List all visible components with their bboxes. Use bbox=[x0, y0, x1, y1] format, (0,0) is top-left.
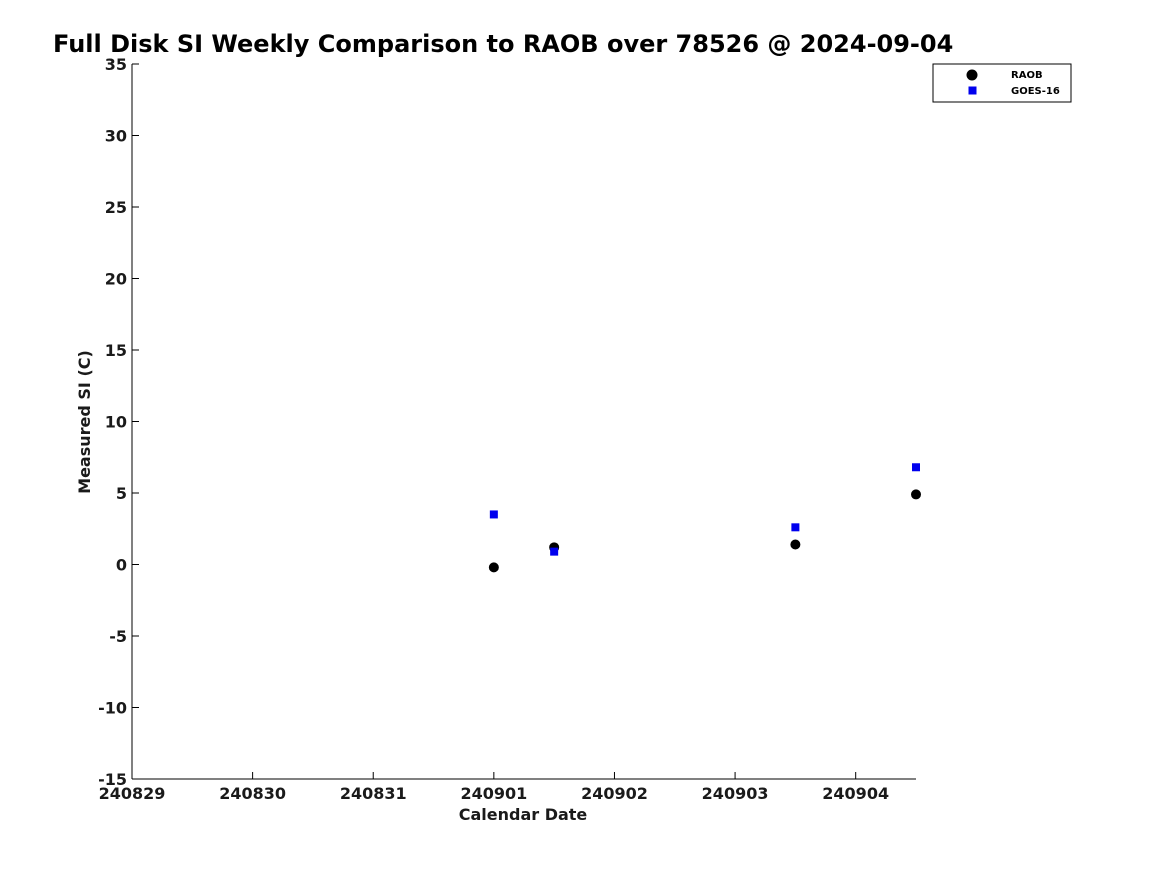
y-tick-label: 10 bbox=[105, 413, 127, 432]
x-axis-ticks: 240829 240830 240831 240901 240902 240903 2409… bbox=[99, 772, 889, 803]
x-tick-label: 240904 bbox=[822, 784, 889, 803]
data-point-goes-16 bbox=[550, 547, 559, 556]
y-tick-label: 0 bbox=[116, 556, 127, 575]
data-point-raob bbox=[790, 539, 801, 550]
data-point-raob bbox=[488, 562, 499, 573]
y-tick-label: 30 bbox=[105, 127, 127, 146]
y-tick-label: 15 bbox=[105, 341, 127, 360]
x-tick-label: 240903 bbox=[702, 784, 769, 803]
legend-label-raob: RAOB bbox=[1011, 70, 1043, 81]
axes bbox=[131, 64, 916, 780]
legend-label-goes-16: GOES-16 bbox=[1011, 86, 1060, 97]
y-tick-label: 5 bbox=[116, 484, 127, 503]
data-points bbox=[488, 463, 921, 573]
x-tick-label: 240901 bbox=[460, 784, 527, 803]
y-tick-label: -15 bbox=[98, 770, 127, 789]
y-tick-label: 25 bbox=[105, 198, 127, 217]
data-point-goes-16 bbox=[912, 463, 920, 472]
y-tick-label: -10 bbox=[98, 699, 127, 718]
y-tick-label: -5 bbox=[109, 627, 127, 646]
legend-marker-goes-16 bbox=[968, 86, 977, 95]
legend-marker-raob bbox=[966, 69, 978, 81]
legend: RAOB GOES-16 bbox=[932, 63, 1072, 103]
y-tick-label: 20 bbox=[105, 270, 127, 289]
x-tick-label: 240830 bbox=[219, 784, 286, 803]
data-point-raob bbox=[911, 489, 921, 500]
legend-box bbox=[932, 63, 1072, 103]
y-axis-ticks: 35 30 25 20 15 10 5 0 -5 -10 -15 bbox=[98, 55, 139, 789]
x-axis-label: Calendar Date bbox=[459, 805, 588, 824]
x-tick-label: 240831 bbox=[340, 784, 407, 803]
x-tick-label: 240902 bbox=[581, 784, 648, 803]
chart-title: Full Disk SI Weekly Comparison to RAOB o… bbox=[53, 30, 953, 58]
y-tick-label: 35 bbox=[105, 55, 127, 74]
data-point-goes-16 bbox=[791, 523, 800, 532]
x-tick-label: 240829 bbox=[99, 784, 166, 803]
data-point-goes-16 bbox=[489, 510, 498, 519]
y-axis-label: Measured SI (C) bbox=[75, 350, 94, 494]
